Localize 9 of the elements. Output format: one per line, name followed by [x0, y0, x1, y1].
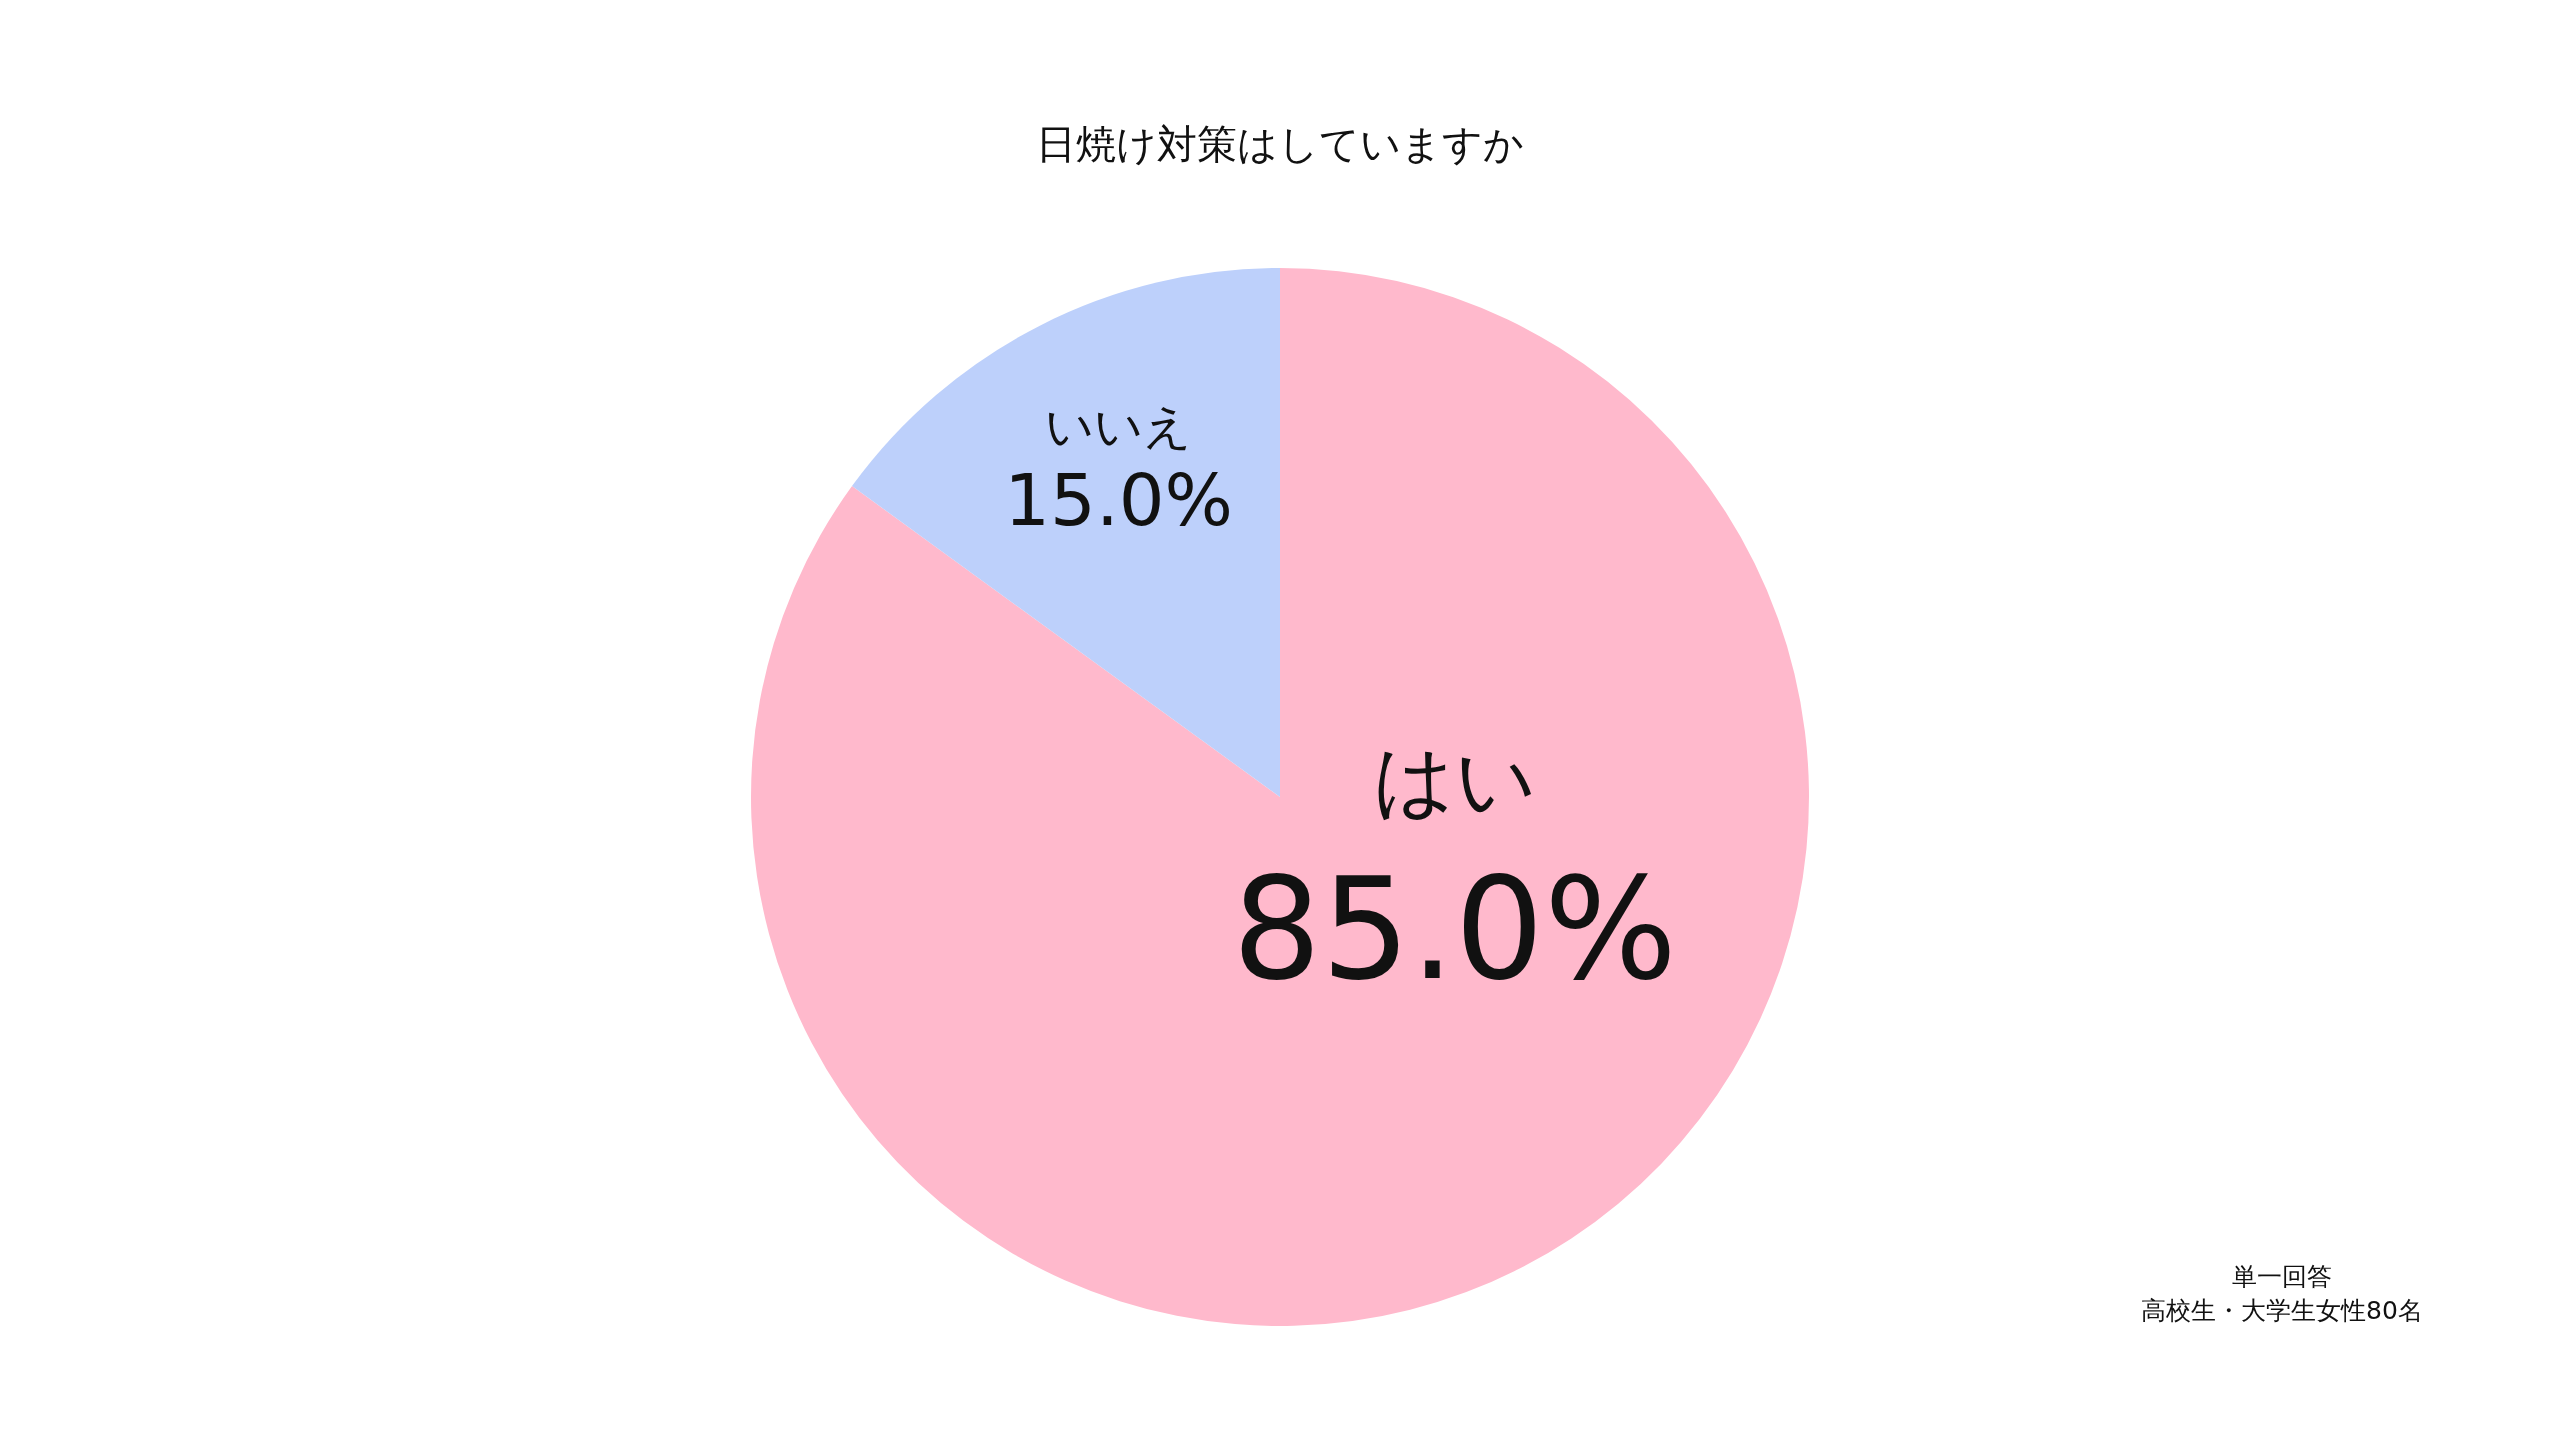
pie-slice [751, 268, 1809, 1326]
data-label: 15.0% [1004, 457, 1234, 542]
data-label: 85.0% [1232, 847, 1677, 1011]
slice-label: はい [1372, 733, 1537, 827]
text: 単一回答 [2232, 1262, 2332, 1291]
pie-slice [852, 268, 1280, 797]
slice-label: いいえ [1045, 397, 1193, 454]
chart-title: 日焼け対策はしていますか [1036, 121, 1524, 167]
text: 高校生・大学生女性80名 [2141, 1296, 2423, 1325]
